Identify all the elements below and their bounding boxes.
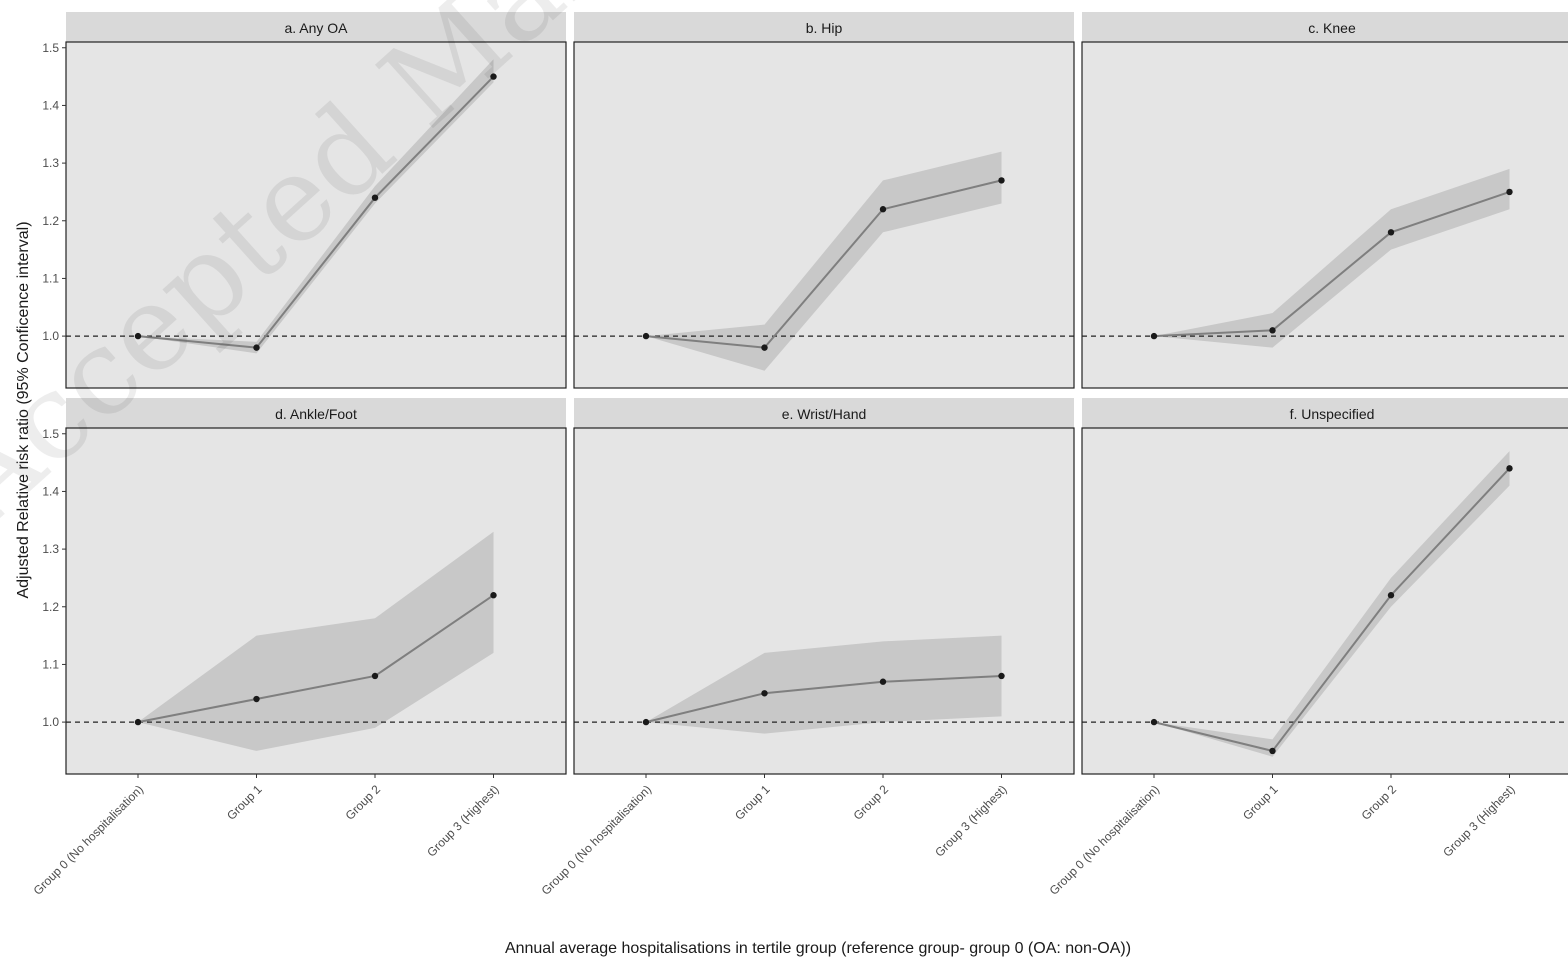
data-point <box>1506 188 1513 196</box>
y-tick-label: 1.5 <box>42 41 59 55</box>
data-point <box>761 344 768 351</box>
x-tick-label: Group 1 <box>1240 782 1281 823</box>
panel-1: a. Any OA 1.0 1.1 1.2 1.3 1.4 1.5 <box>42 12 567 389</box>
series-line <box>1153 190 1510 338</box>
y-tick-label: 1.5 <box>42 427 59 441</box>
x-tick-label: Group 2 <box>851 782 892 823</box>
panel-title: a. Any OA <box>284 20 348 36</box>
y-tick-label: 1.2 <box>42 214 59 228</box>
data-point <box>879 206 887 213</box>
x-tick-label: Group 2 <box>343 782 384 823</box>
chart-panels: a. Any OA 1.0 1.1 1.2 1.3 1.4 1.5 b. Hip c. Knee… <box>31 12 1568 898</box>
y-axis-label: Adjusted Relative risk ratio (95% Confic… <box>15 221 32 598</box>
data-point <box>371 194 379 201</box>
confidence-ribbon <box>646 151 1002 371</box>
series-line <box>137 594 495 724</box>
y-tick-label: 1.3 <box>42 156 59 170</box>
panel-title: b. Hip <box>806 20 843 36</box>
y-tick-label: 1.4 <box>42 98 59 112</box>
panel-3: c. Knee <box>1081 12 1568 389</box>
data-point <box>253 344 260 351</box>
data-point <box>1150 718 1158 726</box>
data-point <box>998 177 1005 184</box>
x-tick-label: Group 3 (Highest) <box>932 782 1009 859</box>
panel-strip <box>1082 398 1568 428</box>
x-tick-label: Group 1 <box>224 782 265 823</box>
panel-5: e. Wrist/Hand Group 0 (No hospitalisation… <box>539 398 1075 898</box>
x-tick-label: Group 2 <box>1359 782 1400 823</box>
data-point <box>490 73 497 80</box>
confidence-ribbon <box>646 635 1002 734</box>
y-tick-label: 1.2 <box>42 600 59 614</box>
data-point <box>642 718 650 726</box>
data-point <box>998 672 1005 680</box>
data-point <box>1269 747 1276 755</box>
data-point <box>642 332 650 340</box>
series-line <box>645 674 1002 724</box>
y-tick-label: 1.0 <box>42 329 59 343</box>
series-line <box>137 75 495 349</box>
series-line <box>645 179 1002 349</box>
data-point <box>1269 327 1276 334</box>
x-tick-label: Group 3 (Highest) <box>424 782 501 859</box>
x-tick-label: Group 0 (No hospitalisation) <box>1047 782 1163 898</box>
data-point <box>1387 592 1395 599</box>
panel-6: f. Unspecified Group 0 (No hospitalisatio… <box>1047 398 1568 898</box>
confidence-ribbon <box>1154 168 1510 348</box>
panel-title: e. Wrist/Hand <box>782 406 867 422</box>
panel-background <box>66 42 566 388</box>
data-point <box>1150 332 1158 340</box>
data-point <box>490 592 497 599</box>
panel-border <box>573 41 1075 389</box>
x-axis-label: Annual average hospitalisations in terti… <box>505 940 1131 957</box>
y-tick-label: 1.3 <box>42 542 59 556</box>
y-tick-label: 1.0 <box>42 715 59 729</box>
y-tick-label: 1.4 <box>42 484 59 498</box>
x-tick-label: Group 0 (No hospitalisation) <box>31 782 147 898</box>
panel-border <box>65 41 567 389</box>
panel-strip <box>66 398 566 428</box>
data-point <box>879 678 887 685</box>
data-point <box>1506 465 1513 472</box>
data-point <box>253 695 260 703</box>
data-point <box>134 332 142 340</box>
x-tick-label: Group 3 (Highest) <box>1440 782 1517 859</box>
panel-2: b. Hip <box>573 12 1075 389</box>
panel-border <box>573 427 1075 775</box>
panel-background <box>574 42 1074 388</box>
panel-strip <box>574 12 1074 42</box>
y-tick-label: 1.1 <box>42 271 59 285</box>
panel-title: d. Ankle/Foot <box>275 406 357 422</box>
panel-title: c. Knee <box>1308 20 1356 36</box>
data-point <box>761 690 768 697</box>
x-tick-label: Group 0 (No hospitalisation) <box>539 782 655 898</box>
x-tick-label: Group 1 <box>732 782 773 823</box>
data-point <box>1387 229 1395 236</box>
data-point <box>134 718 142 726</box>
y-tick-label: 1.1 <box>42 657 59 671</box>
panel-border <box>1081 427 1568 775</box>
series-line <box>1153 467 1511 753</box>
panel-strip <box>574 398 1074 428</box>
panel-border <box>65 427 567 775</box>
panel-4: d. Ankle/Foot 1.0 1.1 1.2 1.3 1.4 1.5 Group 0 (… <box>31 398 567 898</box>
panel-strip <box>66 12 566 42</box>
panel-border <box>1081 41 1568 389</box>
data-point <box>371 672 379 680</box>
panel-strip <box>1082 12 1568 42</box>
panel-title: f. Unspecified <box>1290 406 1375 422</box>
confidence-ribbon <box>138 531 494 751</box>
